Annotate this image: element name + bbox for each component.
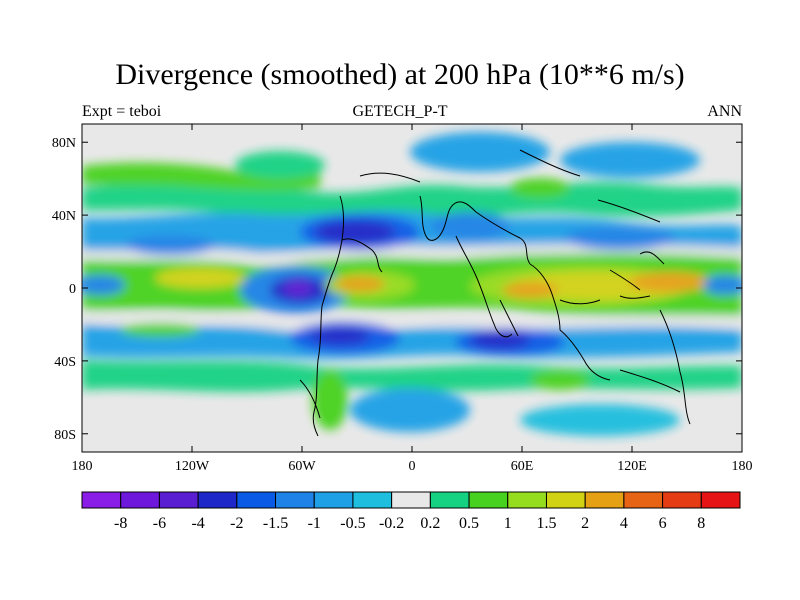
- colorbar-box: [120, 491, 160, 509]
- southern-ocean-negative-1: [350, 388, 470, 432]
- colorbar-box: [623, 491, 664, 509]
- south-negative-band: [82, 324, 742, 359]
- colorbar-box: [429, 491, 470, 509]
- colorbar-box: [81, 491, 122, 509]
- south-pacific-positive: [120, 323, 200, 337]
- arctic-negative-2: [560, 142, 700, 178]
- equatorial-gap: [82, 244, 742, 262]
- colorbar-box: [468, 491, 509, 509]
- colorbar-box: [236, 491, 277, 509]
- colorbar-label: 8: [697, 515, 705, 532]
- atlantic-north-negative-core: [315, 220, 395, 244]
- x-tick-label: 120E: [617, 459, 647, 474]
- colorbar-label: -4: [191, 515, 204, 532]
- antarctic-positive: [530, 370, 590, 390]
- x-tick-label: 0: [409, 459, 416, 474]
- model-label: GETECH_P-T: [352, 103, 448, 120]
- arctic-positive-2: [510, 178, 570, 198]
- x-tick-label: 120W: [175, 459, 210, 474]
- dateline-positive: [82, 275, 125, 295]
- period-label: ANN: [707, 103, 742, 120]
- pacific-north-negative: [125, 235, 215, 255]
- arctic-negative-1: [410, 132, 550, 172]
- colorbar-box: [313, 491, 354, 509]
- colorbar-label: 2: [581, 515, 589, 532]
- colorbar-label: 0.5: [459, 515, 479, 532]
- colorbar-box: [197, 491, 238, 509]
- colorbar-label: -0.5: [340, 515, 365, 532]
- experiment-label: Expt = teboi: [82, 103, 162, 120]
- colorbar-box: [275, 491, 315, 509]
- colorbar-label: -1: [308, 515, 321, 532]
- southern-ocean-positive: [312, 370, 348, 430]
- y-tick-label: 40S: [54, 355, 76, 370]
- colorbar-label: -1.5: [263, 515, 288, 532]
- dateline-positive-east: [703, 275, 742, 295]
- x-tick-label: 180: [72, 459, 93, 474]
- colorbar-label: -6: [153, 515, 166, 532]
- y-tick-label: 40N: [52, 209, 76, 224]
- southern-ocean-negative-2: [520, 404, 680, 436]
- colorbar-box: [545, 491, 586, 509]
- north-positive-band: [82, 180, 742, 221]
- indian-north-negative: [565, 226, 675, 250]
- y-tick-label: 0: [69, 282, 76, 297]
- south-indian-negative-core: [470, 331, 530, 349]
- y-axis: 80N 40N 0 40S 80S: [52, 136, 742, 443]
- colorbar-box: [391, 491, 431, 509]
- colorbar: -8 -6 -4 -2 -1.5 -1 -0.5 -0.2 0.2 0.5 1 1.5 2 4 6 8: [81, 491, 741, 532]
- central-pacific-positive: [155, 268, 245, 288]
- x-tick-label: 180: [732, 459, 753, 474]
- south-gap: [82, 312, 742, 330]
- europe-negative: [430, 212, 510, 240]
- colorbar-box: [158, 491, 199, 509]
- south-atlantic-negative-core: [310, 327, 370, 345]
- pacific-equatorial-minimum: [284, 280, 312, 296]
- colorbar-label: 6: [659, 515, 667, 532]
- y-tick-label: 80S: [54, 428, 76, 443]
- colorbar-box: [507, 491, 547, 509]
- indian-equatorial-peak-1: [502, 282, 558, 298]
- colorbar-box: [662, 491, 702, 509]
- colorbar-label: -2: [230, 515, 243, 532]
- colorbar-box: [584, 491, 625, 509]
- north-pacific-positive: [82, 162, 320, 191]
- coastlines: [299, 149, 691, 437]
- x-axis: 180 120W 60W 0 60E 120E 180: [72, 124, 753, 474]
- colorbar-label: 1: [504, 515, 512, 532]
- x-tick-label: 60W: [288, 459, 316, 474]
- colorbar-box: [700, 491, 741, 509]
- atlantic-equatorial-peak: [335, 276, 385, 292]
- chart-title: Divergence (smoothed) at 200 hPa (10**6 …: [115, 58, 685, 91]
- west-pacific-peak: [630, 272, 710, 292]
- divergence-field-smoothing: [82, 132, 742, 436]
- colorbar-label: -8: [114, 515, 127, 532]
- colorbar-label: 1.5: [536, 515, 556, 532]
- colorbar-label: -0.2: [379, 515, 404, 532]
- colorbar-label: 4: [620, 515, 628, 532]
- colorbar-box: [352, 491, 393, 509]
- x-tick-label: 60E: [511, 459, 534, 474]
- arctic-positive-1: [235, 151, 325, 179]
- colorbar-label: 0.2: [420, 515, 440, 532]
- y-tick-label: 80N: [52, 136, 76, 151]
